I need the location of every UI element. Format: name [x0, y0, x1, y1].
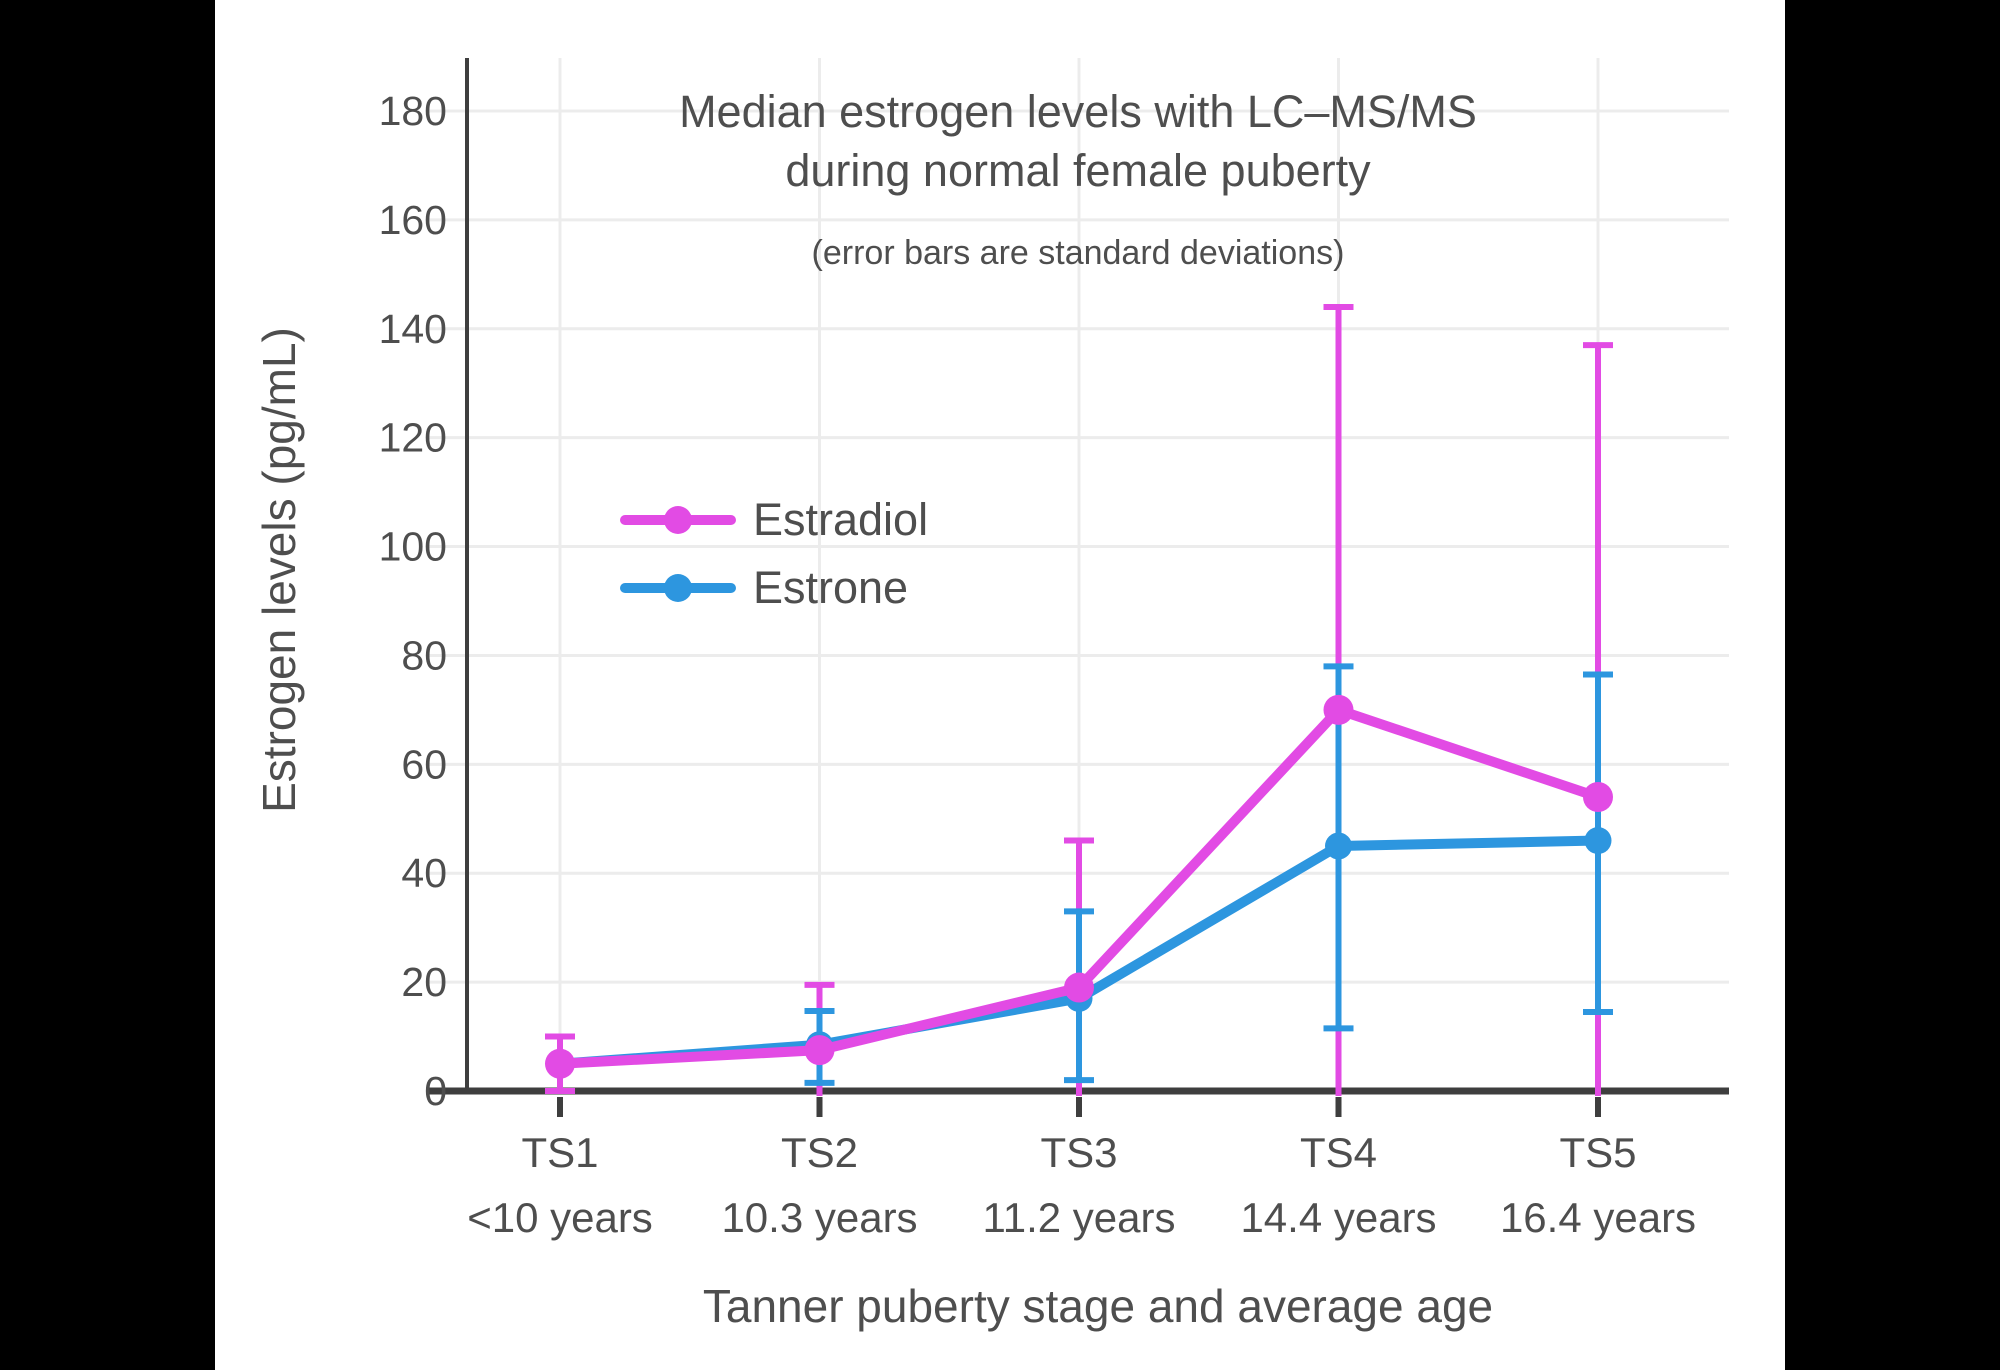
data-point-estradiol: [1064, 972, 1094, 1003]
x-stage-label: TS1: [521, 1129, 598, 1176]
x-stage-label: TS5: [1559, 1129, 1636, 1176]
x-age-label: 14.4 years: [1240, 1194, 1436, 1241]
x-age-label: 10.3 years: [721, 1194, 917, 1241]
data-point-estradiol: [1323, 694, 1354, 725]
x-age-label: 16.4 years: [1500, 1194, 1696, 1241]
y-tick-label: 160: [379, 197, 447, 243]
legend-marker: [664, 574, 692, 602]
data-point-estradiol: [545, 1048, 575, 1079]
y-tick-label: 20: [401, 959, 447, 1005]
legend-label: Estradiol: [753, 494, 928, 545]
y-tick-label: 0: [424, 1068, 447, 1114]
data-point-estrone: [1325, 832, 1352, 860]
y-tick-label: 80: [401, 632, 447, 678]
x-stage-label: TS2: [781, 1129, 858, 1176]
chart-title-line1: Median estrogen levels with LC–MS/MS: [679, 86, 1477, 137]
x-age-label: <10 years: [467, 1194, 653, 1241]
y-tick-label: 140: [379, 306, 447, 352]
y-axis-title: Estrogen levels (pg/mL): [253, 327, 305, 813]
y-tick-label: 180: [379, 88, 447, 134]
chart-panel: [215, 0, 1785, 1370]
chart-subtitle: (error bars are standard deviations): [812, 234, 1345, 272]
x-stage-label: TS3: [1040, 1129, 1117, 1176]
y-tick-label: 100: [379, 524, 447, 570]
x-stage-label: TS4: [1300, 1129, 1377, 1176]
data-point-estrone: [1584, 827, 1612, 855]
data-point-estradiol: [1583, 782, 1613, 812]
data-point-estradiol: [804, 1035, 835, 1066]
x-axis-title: Tanner puberty stage and average age: [703, 1280, 1493, 1332]
legend-marker: [664, 506, 692, 534]
y-tick-label: 120: [379, 415, 447, 461]
legend-label: Estrone: [753, 562, 908, 613]
y-tick-label: 40: [401, 850, 447, 896]
x-age-label: 11.2 years: [983, 1194, 1176, 1241]
chart-title-line2: during normal female puberty: [785, 145, 1371, 196]
y-tick-label: 60: [401, 741, 447, 787]
